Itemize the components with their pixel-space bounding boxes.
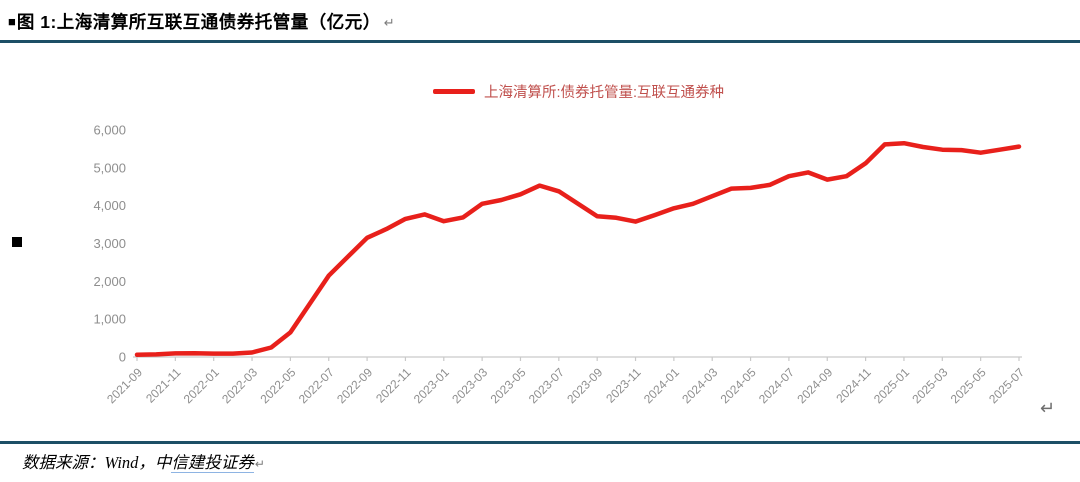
- x-axis-label: 2024-09: [794, 365, 835, 406]
- y-axis-label: 0: [119, 350, 126, 365]
- x-axis-label: 2022-09: [334, 365, 375, 406]
- title-bullet-square-icon: ■: [8, 14, 16, 29]
- legend-label: 上海清算所:债券托管量:互联互通券种: [483, 85, 725, 101]
- x-axis-label: 2023-11: [603, 365, 644, 406]
- x-axis-label: 2023-07: [526, 365, 567, 406]
- x-axis-label: 2021-11: [143, 365, 184, 406]
- x-axis-label: 2022-01: [181, 365, 222, 406]
- x-axis-label: 2023-03: [449, 365, 490, 406]
- x-axis-label: 2023-09: [564, 365, 605, 406]
- x-axis-label: 2022-03: [219, 365, 260, 406]
- y-axis-label: 4,000: [93, 198, 126, 213]
- return-mark-icon: ↵: [254, 457, 265, 471]
- x-axis-label: 2023-05: [488, 365, 529, 406]
- y-axis-label: 6,000: [93, 123, 126, 138]
- x-axis-label: 2025-03: [909, 365, 950, 406]
- y-axis-label: 2,000: [93, 274, 126, 289]
- x-axis-label: 2025-05: [948, 365, 989, 406]
- source-link[interactable]: 信建投证券: [171, 453, 254, 473]
- chart-legend: 上海清算所:债券托管量:互联互通券种: [137, 81, 1020, 102]
- return-mark-icon: ↵: [383, 15, 395, 30]
- legend-line-swatch: [432, 89, 475, 94]
- x-axis-label: 2024-07: [756, 365, 797, 406]
- title-divider-line: [0, 40, 1080, 43]
- x-axis-label: 2022-07: [296, 365, 337, 406]
- x-axis-label: 2022-05: [257, 365, 298, 406]
- x-axis-label: 2024-01: [641, 365, 682, 406]
- y-axis-label: 3,000: [93, 236, 126, 251]
- line-chart: 2021-092021-112022-012022-032022-052022-…: [93, 123, 1027, 407]
- x-axis-label: 2025-07: [986, 365, 1027, 406]
- data-series-line: [134, 140, 1022, 357]
- source-note: 数据来源：Wind，中信建投证券↵: [22, 449, 265, 473]
- figure-title-row: ■图 1:上海清算所互联互通债券托管量（亿元） ↵: [8, 9, 395, 34]
- x-axis-label: 2021-09: [104, 365, 145, 406]
- return-mark-icon: ↵: [1040, 398, 1056, 418]
- x-axis-label: 2024-03: [679, 365, 720, 406]
- margin-bullet-square-icon: [12, 237, 22, 247]
- x-axis-label: 2022-11: [373, 365, 414, 406]
- figure-title: 图 1:上海清算所互联互通债券托管量（亿元）: [16, 12, 381, 32]
- source-text: 数据来源：Wind，中: [22, 453, 172, 472]
- y-axis-label: 5,000: [93, 160, 126, 175]
- y-axis-label: 1,000: [93, 312, 126, 327]
- x-axis-label: 2024-05: [718, 365, 759, 406]
- x-axis-label: 2024-11: [833, 365, 874, 406]
- x-axis-label: 2025-01: [871, 365, 912, 406]
- x-axis-label: 2023-01: [411, 365, 452, 406]
- footer-divider-line: [0, 441, 1080, 444]
